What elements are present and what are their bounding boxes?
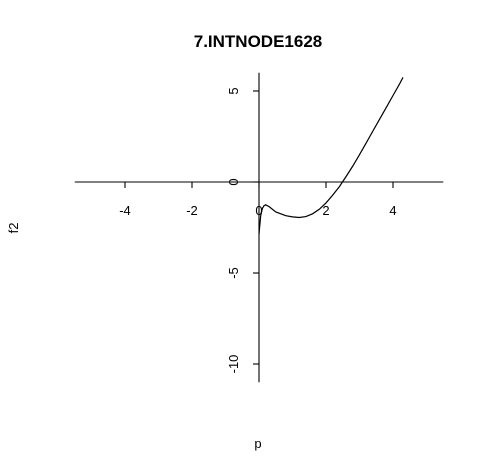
y-tick-label: 0	[226, 178, 241, 185]
x-tick-label: -4	[119, 203, 131, 218]
x-axis-label: p	[254, 436, 261, 451]
series-line	[258, 77, 404, 234]
y-tick-label: -5	[226, 267, 241, 279]
x-tick-label: 4	[389, 203, 396, 218]
x-tick-label: 2	[322, 203, 329, 218]
y-ticks: -10 -5 0 5	[226, 87, 259, 373]
x-tick-label: -2	[186, 203, 198, 218]
x-ticks: -4 -2 0 2 4	[119, 182, 397, 218]
chart-title: 7.INTNODE1628	[194, 32, 323, 51]
x-tick-label: 0	[255, 203, 262, 218]
y-tick-label: -10	[226, 355, 241, 374]
y-tick-label: 5	[226, 87, 241, 94]
y-axis-label: f2	[6, 223, 21, 234]
